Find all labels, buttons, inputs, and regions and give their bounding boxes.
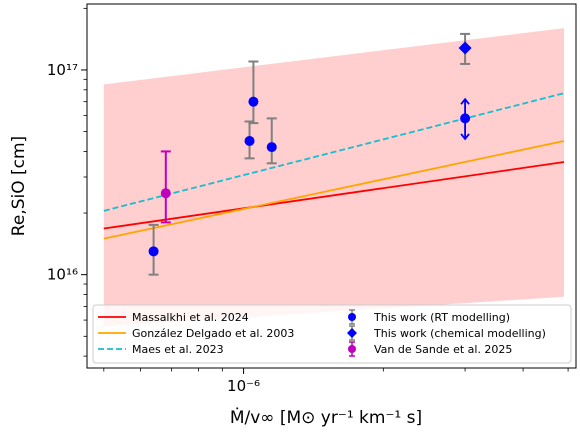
line-massalkhi-et-al-2024 xyxy=(103,161,565,230)
axis-ticks: 10¹⁶ 10¹⁷ 10⁻⁶ xyxy=(47,7,569,395)
y-axis-label: Re,SiO [cm] xyxy=(9,136,29,236)
legend-label-this-work-chemical-modelling: This work (chemical modelling) xyxy=(373,327,546,340)
x-tick-label-0: 10⁻⁶ xyxy=(227,377,260,395)
errorbar-this-work-rt-modelling-3 xyxy=(266,117,277,165)
legend-marker-this-work-rt-modelling xyxy=(348,313,356,321)
line-gonza-lez-delgado-et-al-2003 xyxy=(103,140,565,240)
point-this-work-rt-modelling-2 xyxy=(248,96,259,107)
point-this-work-rt-modelling-0 xyxy=(148,246,159,257)
range-arrow-head-up xyxy=(460,97,470,105)
legend-marker-van-de-sande-et-al-2025 xyxy=(348,345,356,353)
errorbar-this-work-rt-modelling-2 xyxy=(248,60,259,125)
plot-frame xyxy=(86,3,577,369)
uncertainty-band xyxy=(103,28,565,327)
errorbar-van-de-sande-et-al-2025-0 xyxy=(160,150,171,224)
point-this-work-rt-modelling-1 xyxy=(244,135,255,146)
model-lines xyxy=(103,92,565,240)
legend-label-this-work-rt-modelling: This work (RT modelling) xyxy=(373,311,510,324)
point-van-de-sande-et-al-2025-0 xyxy=(160,188,171,199)
point-this-work-rt-modelling-3 xyxy=(266,142,277,153)
y-tick-label-0: 10¹⁶ xyxy=(47,266,78,284)
legend-marker-this-work-chemical-modelling xyxy=(347,328,357,338)
legend-label-massalkhi-et-al-2024: Massalkhi et al. 2024 xyxy=(132,311,249,324)
point-this-work-rt-modelling-4 xyxy=(460,113,471,124)
legend-label-maes-et-al-2023: Maes et al. 2023 xyxy=(132,343,224,356)
legend: Massalkhi et al. 2024 González Delgado et… xyxy=(92,304,572,364)
range-arrow-head-down xyxy=(460,133,470,141)
error-bars xyxy=(148,32,471,276)
legend-label-van-de-sande-et-al-2025: Van de Sande et al. 2025 xyxy=(374,343,512,356)
point-this-work-chemical-modelling-0 xyxy=(458,41,472,55)
plot-area xyxy=(103,28,565,327)
legend-label-gonza-lez-delgado-et-al-2003: González Delgado et al. 2003 xyxy=(132,327,294,340)
legend-frame xyxy=(92,304,572,364)
data-markers xyxy=(148,41,472,257)
line-maes-et-al-2023 xyxy=(103,92,565,212)
y-tick-label-1: 10¹⁷ xyxy=(47,61,78,79)
x-axis-label: Ṁ/v∞ [M⊙ yr⁻¹ km⁻¹ s] xyxy=(230,407,422,428)
